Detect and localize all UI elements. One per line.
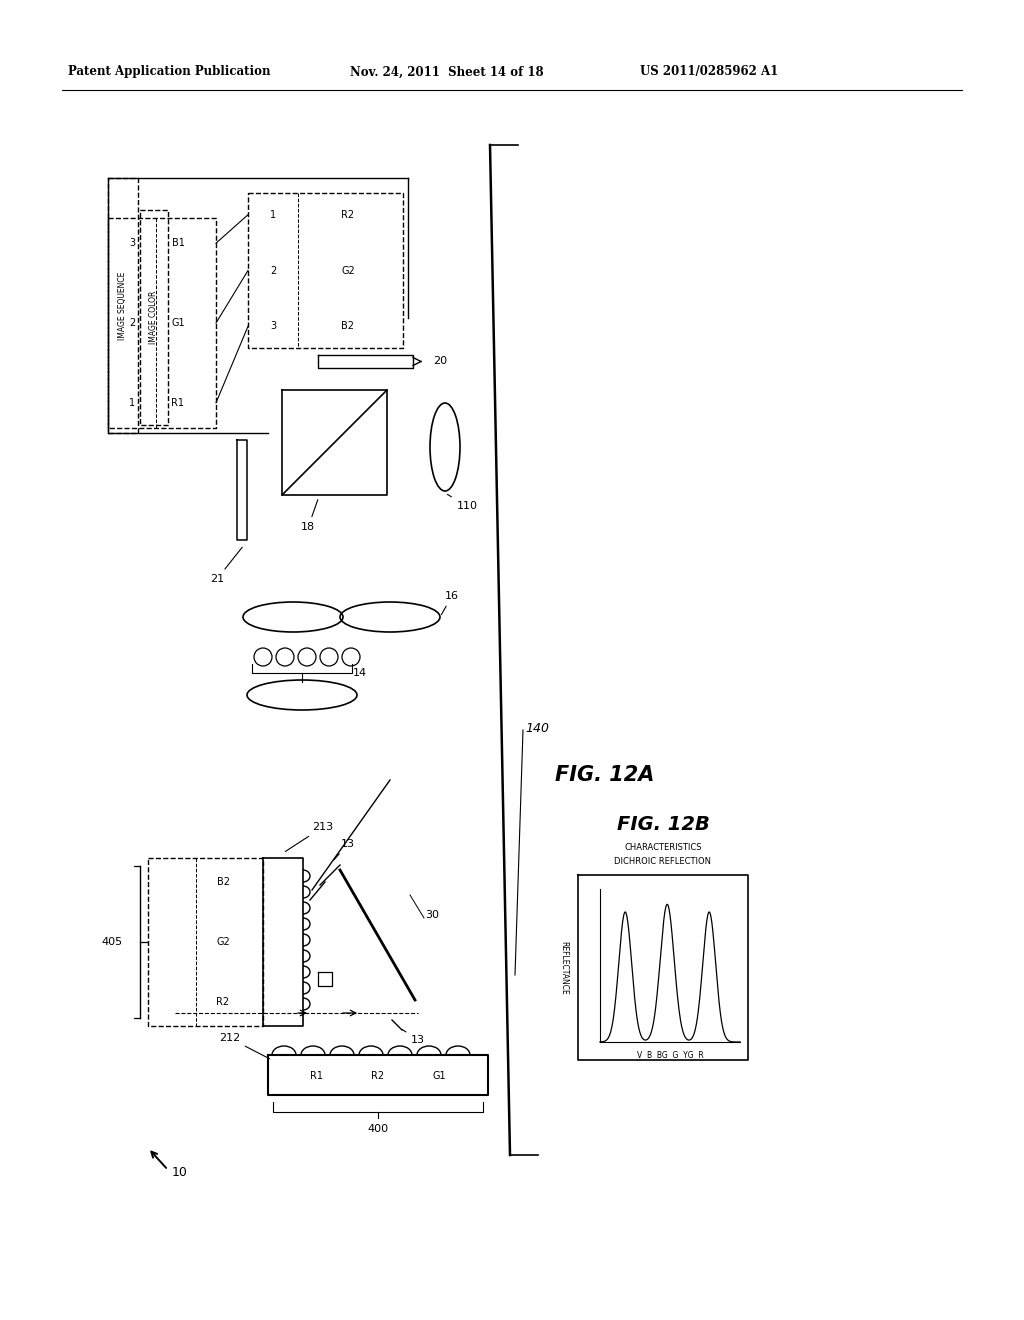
Text: 212: 212 [219, 1034, 269, 1059]
Text: 3: 3 [129, 238, 135, 248]
Text: R1: R1 [171, 397, 184, 408]
Text: Nov. 24, 2011  Sheet 14 of 18: Nov. 24, 2011 Sheet 14 of 18 [350, 66, 544, 78]
Text: IMAGE COLOR: IMAGE COLOR [150, 290, 159, 345]
Text: 405: 405 [101, 937, 123, 946]
Text: 2: 2 [129, 318, 135, 327]
Text: B2: B2 [341, 321, 354, 331]
Text: V  B  BG  G  YG  R: V B BG G YG R [637, 1051, 703, 1060]
Text: B1: B1 [172, 238, 184, 248]
Text: G2: G2 [341, 265, 355, 276]
Text: G2: G2 [216, 937, 229, 946]
Text: 20: 20 [433, 356, 447, 367]
Text: Patent Application Publication: Patent Application Publication [68, 66, 270, 78]
Text: 400: 400 [368, 1125, 388, 1134]
Text: B2: B2 [216, 876, 229, 887]
Text: FIG. 12A: FIG. 12A [555, 766, 654, 785]
Text: 13: 13 [402, 1030, 425, 1045]
Text: R2: R2 [372, 1071, 385, 1081]
Text: REFLECTANCE: REFLECTANCE [559, 941, 568, 994]
Text: 1: 1 [270, 210, 276, 219]
Text: G1: G1 [433, 1071, 446, 1081]
Text: IMAGE SEQUENCE: IMAGE SEQUENCE [119, 272, 128, 339]
Text: 18: 18 [301, 500, 317, 532]
Text: 1: 1 [129, 397, 135, 408]
Text: 21: 21 [210, 548, 243, 583]
Text: DICHROIC REFLECTION: DICHROIC REFLECTION [614, 857, 712, 866]
Text: R1: R1 [310, 1071, 323, 1081]
Text: 10: 10 [172, 1167, 187, 1180]
Text: 2: 2 [270, 265, 276, 276]
Text: 110: 110 [447, 495, 477, 511]
Text: US 2011/0285962 A1: US 2011/0285962 A1 [640, 66, 778, 78]
Text: 13: 13 [334, 840, 355, 859]
Text: 16: 16 [441, 591, 459, 615]
Text: R2: R2 [216, 998, 229, 1007]
Text: 3: 3 [270, 321, 276, 331]
Text: 14: 14 [353, 668, 368, 678]
Text: FIG. 12B: FIG. 12B [616, 816, 710, 834]
Text: CHARACTERISTICS: CHARACTERISTICS [625, 842, 701, 851]
Text: G1: G1 [171, 318, 184, 327]
Text: 30: 30 [425, 909, 439, 920]
Text: R2: R2 [341, 210, 354, 219]
Text: 140: 140 [525, 722, 549, 734]
Text: 213: 213 [286, 822, 334, 851]
